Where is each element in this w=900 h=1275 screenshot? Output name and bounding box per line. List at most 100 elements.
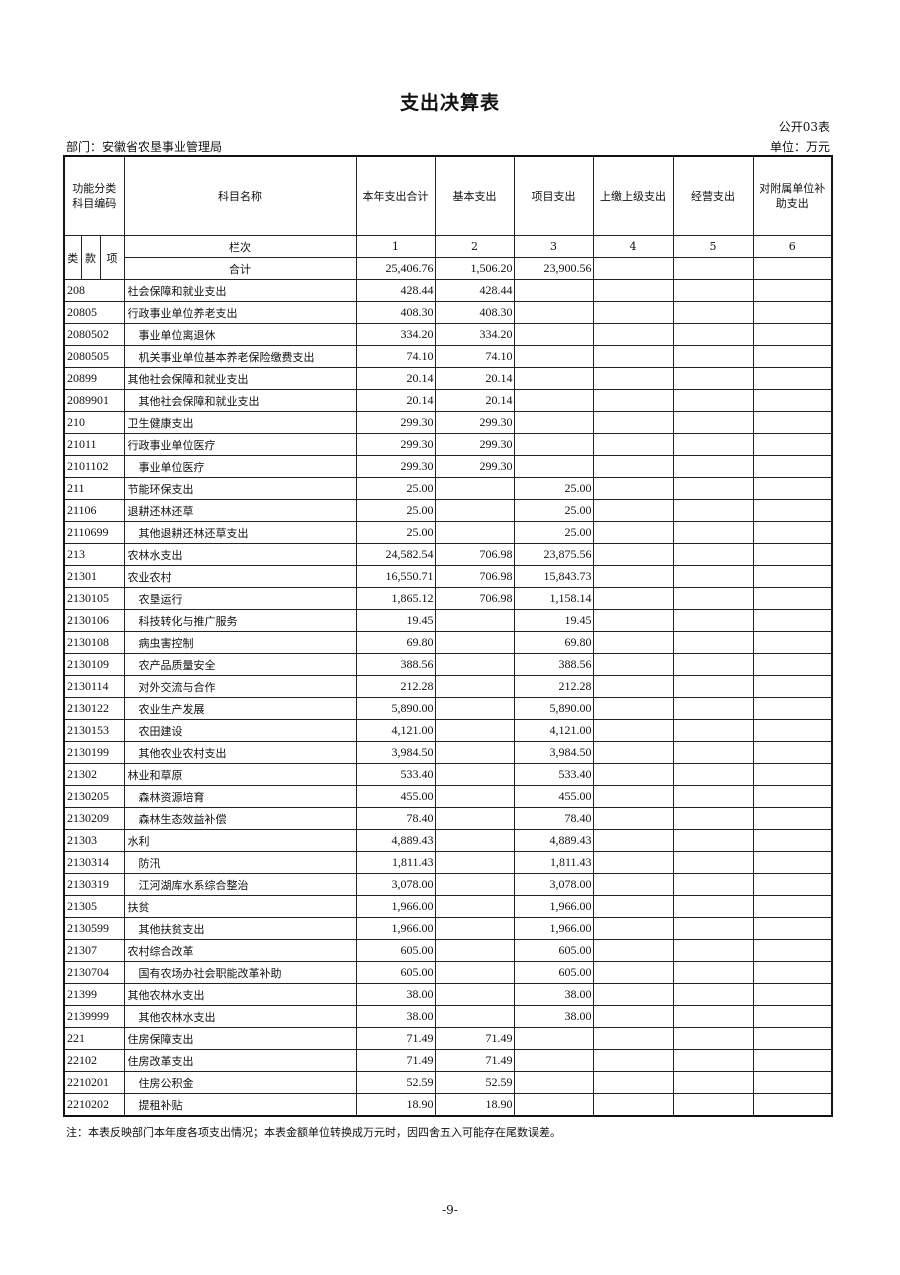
row-value: 38.00	[513, 1005, 594, 1028]
header-col-4: 上缴上级支出	[592, 155, 674, 236]
row-value: 1,865.12	[355, 587, 436, 610]
total-value	[752, 257, 833, 280]
row-value-empty	[592, 697, 674, 720]
row-name: 社会保障和就业支出	[123, 279, 357, 302]
row-code: 2130114	[63, 675, 125, 698]
row-value-empty	[672, 323, 754, 346]
row-value	[513, 455, 594, 478]
table-row: 21302 林业和草原 533.40 533.40	[63, 763, 833, 786]
row-value-empty	[672, 565, 754, 588]
row-value-empty	[752, 609, 833, 632]
row-value-empty	[752, 851, 833, 874]
total-value	[672, 257, 754, 280]
row-value-empty	[592, 763, 674, 786]
row-value-empty	[592, 609, 674, 632]
row-value-empty	[592, 983, 674, 1006]
row-value: 3,984.50	[355, 741, 436, 764]
row-value-empty	[592, 1093, 674, 1117]
col-number: 6	[752, 235, 833, 258]
row-value	[513, 411, 594, 434]
row-value-empty	[752, 895, 833, 918]
row-name: 农田建设	[123, 719, 357, 742]
row-value-empty	[672, 631, 754, 654]
row-value-empty	[672, 587, 754, 610]
row-value-empty	[592, 345, 674, 368]
row-value: 20.14	[434, 367, 515, 390]
row-value	[434, 983, 515, 1006]
row-value: 16,550.71	[355, 565, 436, 588]
row-value	[434, 807, 515, 830]
row-code: 2130599	[63, 917, 125, 940]
row-name: 其他农林水支出	[123, 983, 357, 1006]
row-value-empty	[592, 895, 674, 918]
row-value-empty	[672, 961, 754, 984]
row-value	[434, 851, 515, 874]
row-value-empty	[752, 411, 833, 434]
table-row: 2089901 其他社会保障和就业支出 20.14 20.14	[63, 389, 833, 412]
lanci-label: 栏次	[123, 235, 357, 258]
row-code: 2080505	[63, 345, 125, 368]
row-value-empty	[752, 631, 833, 654]
header-lei: 类	[63, 235, 82, 280]
row-value-empty	[672, 1027, 754, 1050]
row-value: 20.14	[434, 389, 515, 412]
table-row: 2130599 其他扶贫支出 1,966.00 1,966.00	[63, 917, 833, 940]
row-value-empty	[752, 389, 833, 412]
row-code: 2130122	[63, 697, 125, 720]
row-value: 706.98	[434, 565, 515, 588]
row-value: 20.14	[355, 389, 436, 412]
row-value-empty	[672, 433, 754, 456]
row-value: 19.45	[513, 609, 594, 632]
row-value-empty	[752, 1049, 833, 1072]
row-value: 299.30	[355, 411, 436, 434]
row-value	[434, 829, 515, 852]
col-number: 5	[672, 235, 754, 258]
row-value-empty	[672, 829, 754, 852]
row-code: 21399	[63, 983, 125, 1006]
row-code: 2080502	[63, 323, 125, 346]
row-value-empty	[752, 697, 833, 720]
row-name: 对外交流与合作	[123, 675, 357, 698]
row-value: 334.20	[355, 323, 436, 346]
table-row: 22102 住房改革支出 71.49 71.49	[63, 1049, 833, 1072]
row-value-empty	[752, 719, 833, 742]
row-value-empty	[672, 675, 754, 698]
row-value-empty	[752, 763, 833, 786]
row-value-empty	[752, 323, 833, 346]
row-value-empty	[672, 1005, 754, 1028]
header-col-6: 对附属单位补助支出	[752, 155, 833, 236]
row-value: 605.00	[513, 961, 594, 984]
row-value-empty	[672, 895, 754, 918]
row-name: 住房改革支出	[123, 1049, 357, 1072]
row-value	[434, 763, 515, 786]
row-value: 74.10	[434, 345, 515, 368]
row-name: 卫生健康支出	[123, 411, 357, 434]
row-value	[434, 631, 515, 654]
table-row: 21399 其他农林水支出 38.00 38.00	[63, 983, 833, 1006]
row-value	[434, 873, 515, 896]
row-value	[513, 1093, 594, 1117]
row-value-empty	[752, 741, 833, 764]
row-value: 299.30	[355, 455, 436, 478]
row-code: 2130704	[63, 961, 125, 984]
total-value	[592, 257, 674, 280]
row-value-empty	[752, 367, 833, 390]
table-row: 2210202 提租补贴 18.90 18.90	[63, 1093, 833, 1117]
row-value-empty	[672, 499, 754, 522]
row-value	[434, 741, 515, 764]
row-value-empty	[752, 543, 833, 566]
row-name: 科技转化与推广服务	[123, 609, 357, 632]
row-value: 605.00	[355, 939, 436, 962]
row-name: 农业农村	[123, 565, 357, 588]
row-value: 1,811.43	[355, 851, 436, 874]
row-name: 退耕还林还草	[123, 499, 357, 522]
row-value-empty	[672, 455, 754, 478]
row-name: 农村综合改革	[123, 939, 357, 962]
row-value: 533.40	[355, 763, 436, 786]
row-code: 2130105	[63, 587, 125, 610]
row-name: 机关事业单位基本养老保险缴费支出	[123, 345, 357, 368]
row-value	[513, 433, 594, 456]
row-value	[513, 279, 594, 302]
col-number: 2	[434, 235, 515, 258]
row-name: 其他农业农村支出	[123, 741, 357, 764]
